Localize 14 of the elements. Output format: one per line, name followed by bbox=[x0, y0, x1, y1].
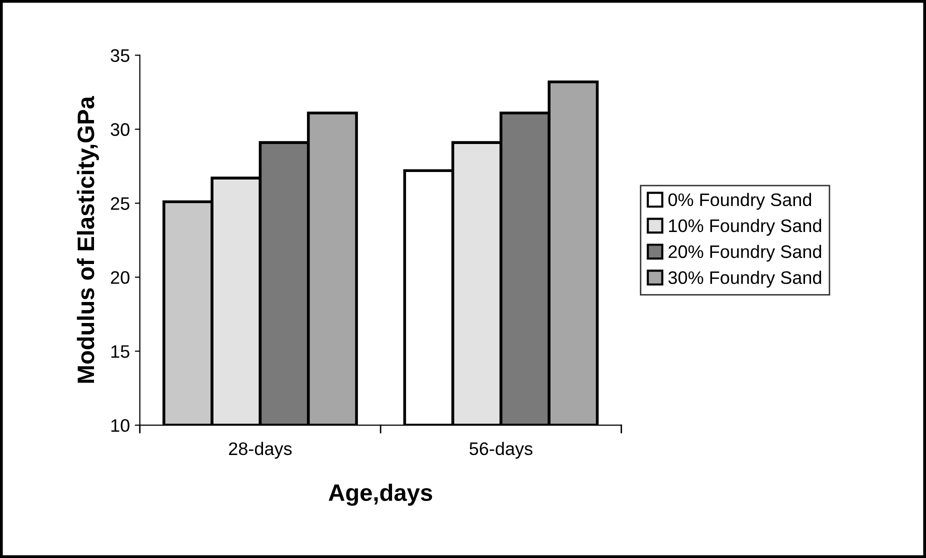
y-tick-label: 10 bbox=[111, 419, 130, 432]
legend-label: 10% Foundry Sand bbox=[669, 218, 822, 236]
y-tick-label: 25 bbox=[110, 197, 130, 210]
y-tick-label: 20 bbox=[110, 271, 130, 284]
y-tick-label: 35 bbox=[110, 49, 130, 62]
legend-label: 20% Foundry Sand bbox=[668, 244, 822, 262]
y-axis-title: Modulus of Elasticity,GPa bbox=[76, 96, 99, 383]
legend-label: 30% Foundry Sand bbox=[668, 270, 822, 288]
x-axis-title: Age,days bbox=[328, 484, 432, 506]
y-tick-label: 15 bbox=[111, 345, 130, 358]
x-tick-label: 56-days bbox=[470, 442, 532, 459]
y-tick-label: 30 bbox=[110, 123, 130, 136]
x-tick-label: 28-days bbox=[229, 442, 292, 459]
legend-label: 0% Foundry Sand bbox=[668, 192, 812, 210]
